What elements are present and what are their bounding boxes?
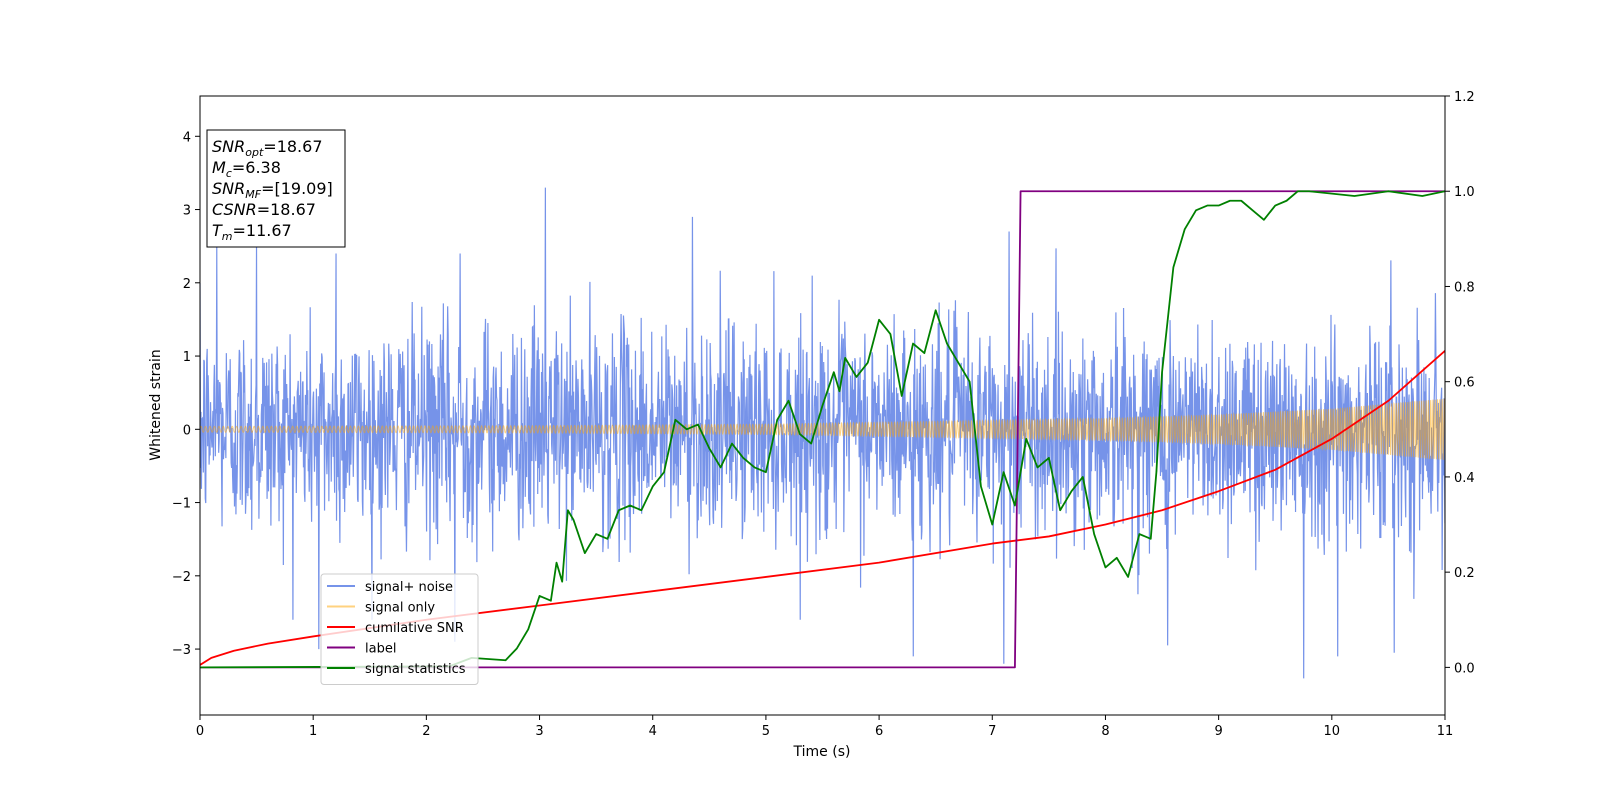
annotation-box: SNRopt=18.67Mc=6.38SNRMF=[19.09]CSNR=18.… — [206, 129, 346, 248]
legend-label: signal statistics — [365, 662, 466, 677]
x-tick-label: 3 — [535, 724, 543, 739]
x-tick-label: 11 — [1437, 724, 1454, 739]
y-tick-label: 4 — [183, 130, 191, 145]
series-layer — [200, 187, 1445, 679]
y-right-tick-label: 0.6 — [1454, 376, 1475, 391]
series-signal-statistics — [200, 190, 1445, 669]
y-tick-label: −1 — [172, 497, 191, 512]
annotation-line: Mc=6.38 — [212, 158, 281, 180]
annotation-line: SNRopt=18.67 — [212, 137, 323, 159]
series-signal-only — [200, 398, 1445, 460]
legend-label: signal only — [365, 601, 435, 616]
y-tick-label: −3 — [172, 643, 191, 658]
y-tick-label: 3 — [183, 204, 191, 219]
x-tick-label: 6 — [875, 724, 883, 739]
x-tick-label: 10 — [1324, 724, 1341, 739]
y-tick-label: 2 — [183, 277, 191, 292]
x-tick-label: 9 — [1214, 724, 1222, 739]
x-tick-label: 0 — [196, 724, 204, 739]
x-tick-label: 2 — [422, 724, 430, 739]
series-cumilative-snr — [200, 350, 1445, 666]
legend-label: label — [365, 642, 396, 657]
y-right-tick-label: 0.0 — [1454, 661, 1475, 676]
annotation-line: Tm=11.67 — [212, 221, 292, 243]
y-right-tick-label: 0.2 — [1454, 566, 1475, 581]
y-tick-label: 1 — [183, 350, 191, 365]
legend-label: cumilative SNR — [365, 621, 464, 636]
y-right-tick-label: 1.0 — [1454, 185, 1475, 200]
y-tick-label: 0 — [183, 423, 191, 438]
annotation-frame — [206, 129, 346, 248]
annotation-line: CSNR=18.67 — [212, 200, 316, 219]
x-tick-label: 5 — [762, 724, 770, 739]
annotation-line: SNRMF=[19.09] — [212, 179, 333, 201]
x-tick-label: 4 — [649, 724, 657, 739]
y-axis-label: Whitened strain — [148, 349, 164, 460]
ticks-layer: 0 1 2 3 4 5 6 7 8 9 10 11 −3 −2 −1 0 1 2 3 4 0.0 0.2 0.4 0.6 0.8… — [172, 90, 1475, 739]
plot-frame — [199, 95, 1446, 716]
x-tick-label: 1 — [309, 724, 317, 739]
y-tick-label: −2 — [172, 570, 191, 585]
series-label — [200, 190, 1445, 669]
x-tick-label: 8 — [1101, 724, 1109, 739]
y-right-tick-label: 0.8 — [1454, 280, 1475, 295]
legend-frame — [320, 573, 479, 685]
x-tick-label: 7 — [988, 724, 996, 739]
y-right-tick-label: 1.2 — [1454, 90, 1475, 105]
y-right-tick-label: 0.4 — [1454, 471, 1475, 486]
legend: signal+ noise signal only cumilative SNR la… — [320, 573, 479, 685]
legend-label: signal+ noise — [365, 580, 453, 595]
x-axis-label: Time (s) — [793, 744, 851, 760]
